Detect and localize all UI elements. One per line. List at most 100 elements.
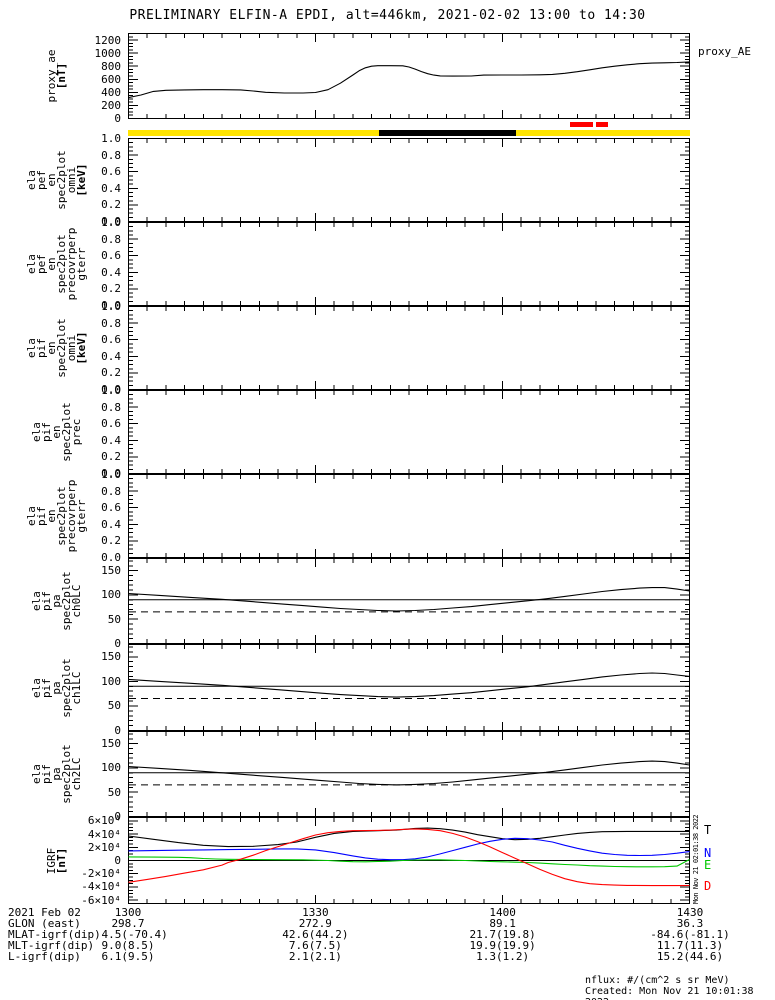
igrf-legend-D: D xyxy=(704,879,712,893)
series-proxy_AE xyxy=(128,61,690,99)
annotation-value: 89.1 xyxy=(489,917,516,930)
annotation-value: 272.9 xyxy=(298,917,332,930)
y-tick-label: 0.4 xyxy=(101,265,121,279)
y-tick-label: 0.2 xyxy=(101,534,121,548)
y-tick-label: 0.0 xyxy=(101,383,121,396)
y-tick-label: 50 xyxy=(107,699,121,713)
y-tick-label: 800 xyxy=(101,59,121,73)
annotation-value: -74.5(-70.4) xyxy=(88,928,168,941)
series-E xyxy=(128,856,690,868)
plot-area xyxy=(128,731,690,817)
y-tick-label: 0.0 xyxy=(101,467,121,480)
y-tick-label: -2×10⁴ xyxy=(81,867,121,881)
panel-ela-pif-en-spec2plot-precovrperp-gterr: ela pif en spec2plot precovrperp gterr 0.0 0.2 0… xyxy=(0,469,775,563)
y-tick-label: 0.0 xyxy=(101,299,121,312)
y-tick-label: 0.4 xyxy=(101,181,121,195)
y-tick-label: 1.0 xyxy=(101,132,121,145)
y-tick-label: -4×10⁴ xyxy=(81,880,121,894)
y-tick-label: 0.4 xyxy=(101,433,121,447)
y-tick-label: 0.6 xyxy=(101,333,121,347)
series-loss-cone-angle xyxy=(128,672,690,698)
y-tick-label: 1200 xyxy=(94,33,122,47)
mode-bar-segment xyxy=(379,130,516,136)
y-tick-label: 0.6 xyxy=(101,249,121,263)
y-tick-label: 0.2 xyxy=(101,366,121,380)
annotation-value: 21.7(19.8) xyxy=(469,928,536,941)
annotation-value: 15.2(44.6) xyxy=(656,950,724,963)
y-tick-label: 150 xyxy=(101,564,121,578)
y-tick-label: 6×10⁴ xyxy=(87,814,121,828)
panel-ela-pif-en-spec2plot-omni: ela pif en spec2plot omni [keV] 0.0 0.2 0.4 0.6 0.… xyxy=(0,301,775,395)
plot-area xyxy=(128,306,690,390)
annotation-row-label: GLON (east) xyxy=(8,917,82,930)
annotation-value: 298.7 xyxy=(111,917,145,930)
panel-proxy-ae: proxy_ae [nT] 0 200 400 600 800 1000 1200 xyxy=(0,33,775,124)
y-tick-label: 0.8 xyxy=(101,484,121,498)
y-tick-label: 1.0 xyxy=(101,216,121,229)
annotation-value: -84.6(-81.1) xyxy=(650,928,730,941)
y-tick-label: 1.0 xyxy=(101,300,121,313)
time-tick-label: 1400 xyxy=(489,906,516,919)
y-tick-label: 0.2 xyxy=(101,282,121,296)
y-tick-label: 2×10⁴ xyxy=(87,840,121,854)
igrf-legend-E: E xyxy=(704,858,712,872)
y-tick-label: 0 xyxy=(114,112,121,125)
y-tick-label: 1.0 xyxy=(101,384,121,397)
y-tick-label: 4×10⁴ xyxy=(87,827,121,841)
y-tick-label: 0.6 xyxy=(101,165,121,179)
y-tick-label: 0.8 xyxy=(101,400,121,414)
y-tick-label: 50 xyxy=(107,785,121,799)
series-D xyxy=(128,828,690,887)
y-tick-label: 0.0 xyxy=(101,551,121,564)
y-tick-label: 0 xyxy=(114,724,121,737)
y-tick-label: 150 xyxy=(101,737,121,751)
time-tick-label: 1330 xyxy=(302,906,329,919)
created-timestamp: Created: Mon Nov 21 10:01:38 2022 xyxy=(585,986,754,1000)
y-tick-label: 50 xyxy=(107,612,121,626)
annotation-value: 36.3 xyxy=(676,917,704,930)
y-tick-label: 1.0 xyxy=(101,468,121,481)
y-tick-label: 0.2 xyxy=(101,450,121,464)
plot-area xyxy=(128,558,690,644)
time-tick-label: 1430 xyxy=(676,906,704,919)
y-tick-label: 0 xyxy=(114,854,121,867)
y-tick-label: 0 xyxy=(114,810,121,823)
time-tick-label: 1300 xyxy=(114,906,142,919)
plot-area xyxy=(128,390,690,474)
y-tick-label: 600 xyxy=(101,72,121,86)
plot-area xyxy=(128,138,690,222)
panel-ela-pif-pa-spec2plot-ch1LC: ela pif pa spec2plot ch1LC 0 50 100 150 xyxy=(0,644,775,736)
y-tick-label: 400 xyxy=(101,85,121,99)
plot-title: PRELIMINARY ELFIN-A EPDI, alt=446km, 202… xyxy=(129,8,646,23)
science-zone-marker xyxy=(595,122,608,127)
annotation-value: 9.0(8.5) xyxy=(101,939,155,952)
annotation-value: 2.1(2.1) xyxy=(288,950,342,963)
y-tick-label: 100 xyxy=(101,674,121,688)
y-tick-label: 200 xyxy=(101,98,121,112)
y-tick-label: 0.4 xyxy=(101,517,121,531)
panel-ela-pef-en-spec2plot-omni: ela pef en spec2plot omni [keV] 0.0 0.2 0.4 0.6 0.… xyxy=(0,133,775,227)
series-loss-cone-angle xyxy=(128,587,690,612)
plot-area xyxy=(128,817,690,904)
y-tick-label: 1000 xyxy=(94,46,122,60)
annotation-value: 6.1(9.5) xyxy=(101,950,155,963)
plot-area xyxy=(128,644,690,731)
annotation-value: 7.6(7.5) xyxy=(288,939,342,952)
annotation-value: 1.3(1.2) xyxy=(476,950,530,963)
igrf-legend-T: T xyxy=(704,823,712,837)
annotation-value: 42.6(44.2) xyxy=(282,928,349,941)
creation-timestamp-vertical: Mon Nov 21 02:01:38 2022 xyxy=(692,814,700,904)
y-tick-label: 0.8 xyxy=(101,232,121,246)
panel-igrf: IGRF [nT] -6×10⁴ -4×10⁴ -2×10⁴ 0 2×10⁴ 4×10⁴ 6×1… xyxy=(0,814,775,906)
series-N xyxy=(128,837,690,861)
panel-ela-pif-en-spec2plot-prec: ela pif en spec2plot prec 0.0 0.2 0.4 0.6 0.8 1.0 xyxy=(0,385,775,479)
panel-ela-pif-pa-spec2plot-ch2LC: ela pif pa spec2plot ch2LC 0 50 100 150 xyxy=(0,731,775,822)
series-loss-cone-angle xyxy=(128,760,690,786)
panel-ela-pef-en-spec2plot-precovrperp: ela pef en spec2plot precovrperp gterr 0.0 0.2 0… xyxy=(0,217,775,311)
nflux-units-note: nflux: #/(cm^2 s sr MeV) xyxy=(585,975,730,986)
annotation-row-label: L-igrf(dip) xyxy=(8,950,82,963)
plot-area xyxy=(128,33,690,119)
y-tick-label: 100 xyxy=(101,588,121,602)
y-tick-label: 0.6 xyxy=(101,501,121,515)
